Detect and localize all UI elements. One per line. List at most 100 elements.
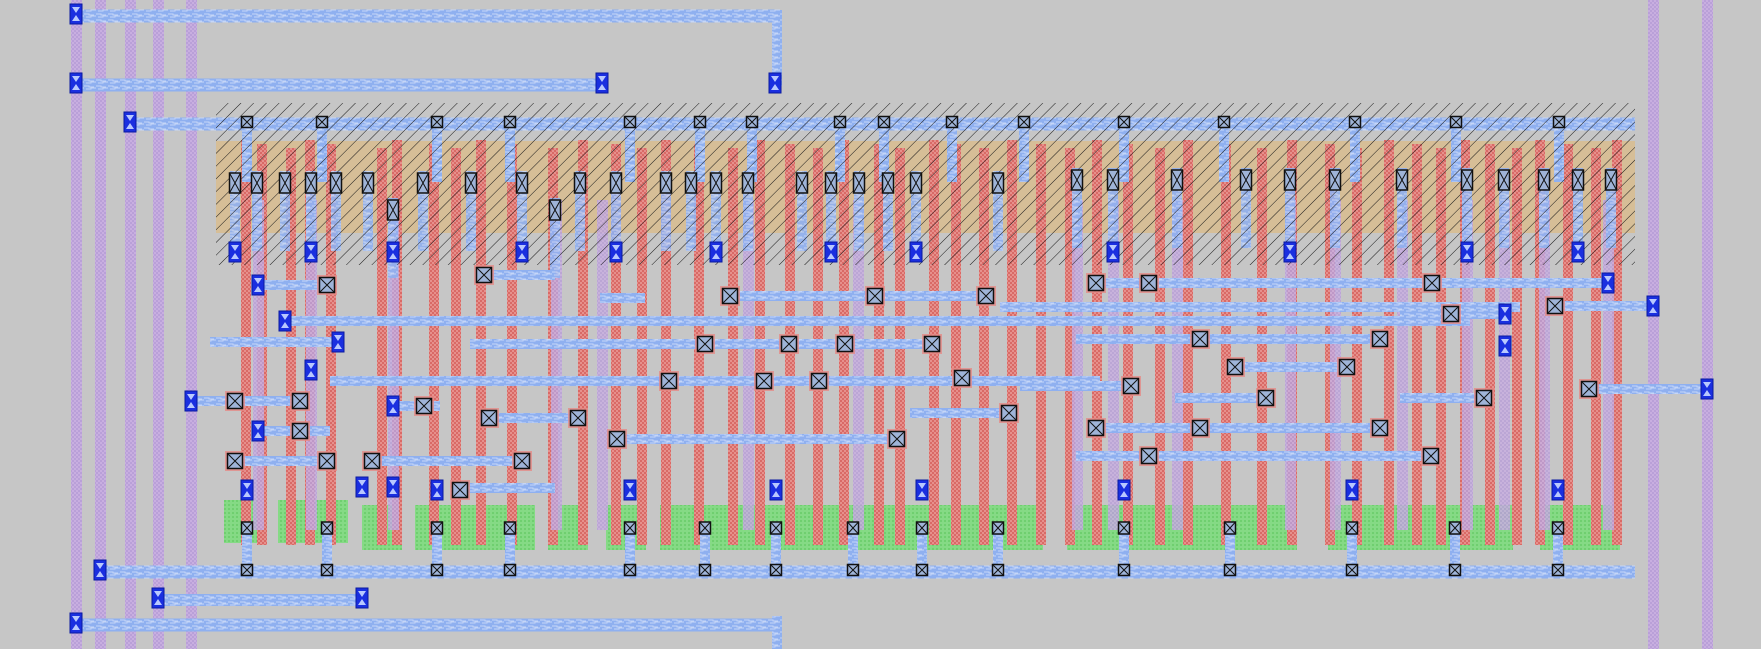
diff-contact (769, 521, 783, 535)
pin-icon[interactable] (623, 479, 637, 501)
poly-gate (451, 148, 461, 545)
metal1-drop (242, 530, 252, 570)
pin-icon[interactable] (228, 241, 242, 263)
poly-gate (1123, 144, 1133, 545)
metal2-track (743, 200, 754, 530)
gate-contact (991, 172, 1005, 194)
metal2-rail (95, 0, 106, 649)
pin-icon[interactable] (386, 395, 400, 417)
pin-icon[interactable] (251, 420, 265, 442)
diff-contact (698, 521, 712, 535)
poly-gate (1512, 148, 1522, 545)
pin-icon[interactable] (1117, 479, 1131, 501)
gate-contact (659, 172, 673, 194)
pin-icon[interactable] (515, 241, 529, 263)
pin-icon[interactable] (386, 241, 400, 263)
pin-icon[interactable] (278, 310, 292, 332)
poly-contact (1087, 274, 1105, 292)
via-contact (1217, 115, 1231, 129)
poly-gate (1036, 144, 1046, 545)
poly-contact (475, 266, 493, 284)
metal2-rail (71, 0, 82, 649)
gate-contact (416, 172, 430, 194)
pin-icon[interactable] (123, 111, 137, 133)
pin-icon[interactable] (151, 587, 165, 609)
pin-icon[interactable] (1646, 295, 1660, 317)
diff-contact (1448, 521, 1462, 535)
poly-contact (1191, 330, 1209, 348)
metal1-route (158, 594, 362, 606)
pin-icon[interactable] (1601, 272, 1615, 294)
poly-contact (866, 287, 884, 305)
poly-contact (1122, 377, 1140, 395)
pin-icon[interactable] (1498, 335, 1512, 357)
pin-icon[interactable] (430, 479, 444, 501)
metal1-drop (993, 530, 1003, 570)
pin-icon[interactable] (1551, 479, 1565, 501)
poly-gate (1352, 148, 1362, 545)
metal1-wire (910, 408, 1010, 418)
metal1-drop (917, 530, 927, 570)
metal1-drop (1553, 530, 1563, 570)
pin-icon[interactable] (915, 479, 929, 501)
poly-contact (696, 335, 714, 353)
poly-contact (569, 409, 587, 427)
pin-icon[interactable] (1283, 241, 1297, 263)
pin-icon[interactable] (909, 241, 923, 263)
poly-contact (226, 452, 244, 470)
pin-layer[interactable] (69, 3, 1714, 634)
pin-icon[interactable] (709, 241, 723, 263)
pin-icon[interactable] (331, 331, 345, 353)
pin-icon[interactable] (769, 479, 783, 501)
metal2-track (853, 200, 864, 530)
metal1-drop (505, 530, 515, 570)
poly-contact (291, 392, 309, 410)
gate-contact (228, 172, 242, 194)
metal1-drop (625, 530, 635, 570)
poly-contact (977, 287, 995, 305)
pin-icon[interactable] (355, 476, 369, 498)
metal1-wire (1230, 362, 1350, 372)
gate-contact (386, 199, 400, 221)
pin-icon[interactable] (69, 72, 83, 94)
diff-contact (1117, 521, 1131, 535)
via-contact (1449, 115, 1463, 129)
pin-icon[interactable] (386, 476, 400, 498)
pin-icon[interactable] (69, 612, 83, 634)
poly-contact (363, 452, 381, 470)
poly-contact (1140, 447, 1158, 465)
pin-icon[interactable] (1700, 378, 1714, 400)
pin-icon[interactable] (1571, 241, 1585, 263)
pin-icon[interactable] (824, 241, 838, 263)
via-contact (623, 115, 637, 129)
metal1-wire (235, 456, 330, 466)
via-contact (315, 115, 329, 129)
pin-icon[interactable] (595, 72, 609, 94)
pin-icon[interactable] (93, 559, 107, 581)
poly-contact (1087, 419, 1105, 437)
poly-gate (1563, 144, 1573, 545)
pin-icon[interactable] (1345, 479, 1359, 501)
via-contact (1223, 563, 1237, 577)
pin-icon[interactable] (304, 359, 318, 381)
pin-icon[interactable] (69, 3, 83, 25)
pin-icon[interactable] (240, 479, 254, 501)
pin-icon[interactable] (1498, 303, 1512, 325)
pin-icon[interactable] (251, 274, 265, 296)
metal2-rail (125, 0, 136, 649)
pin-icon[interactable] (768, 72, 782, 94)
metal2-track (1462, 200, 1473, 530)
via-contact (430, 563, 444, 577)
pin-icon[interactable] (1106, 241, 1120, 263)
pin-icon[interactable] (1460, 241, 1474, 263)
pin-icon[interactable] (355, 587, 369, 609)
via-contact (1348, 115, 1362, 129)
metal2-track (1108, 200, 1119, 530)
poly-contact (660, 372, 678, 390)
gate-contact (329, 172, 343, 194)
pin-icon[interactable] (609, 241, 623, 263)
pin-icon[interactable] (184, 390, 198, 412)
pin-icon[interactable] (304, 241, 318, 263)
